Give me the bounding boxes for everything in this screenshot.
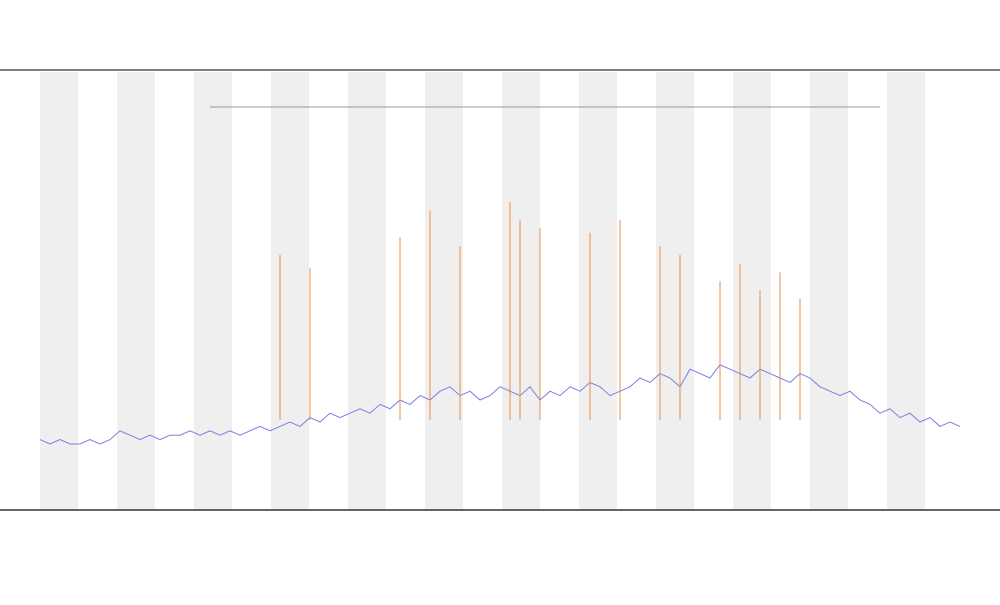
band: [40, 72, 78, 510]
band: [579, 72, 617, 510]
band: [194, 72, 232, 510]
band: [810, 72, 848, 510]
band: [348, 72, 386, 510]
band: [656, 72, 694, 510]
band: [117, 72, 155, 510]
band: [271, 72, 309, 510]
band: [425, 72, 463, 510]
band: [502, 72, 540, 510]
data-line: [39, 364, 961, 445]
band: [733, 72, 771, 510]
band: [887, 72, 925, 510]
